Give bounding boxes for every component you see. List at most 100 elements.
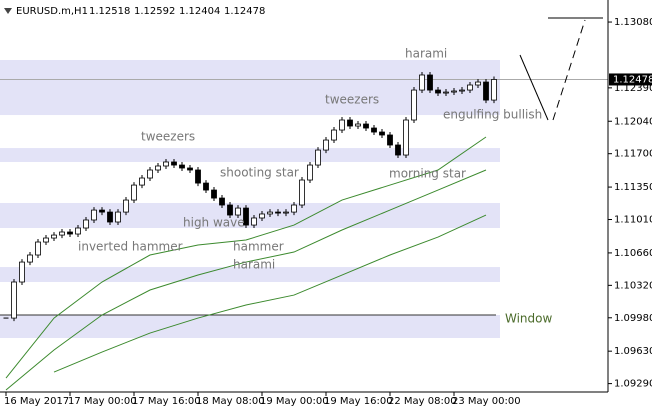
candle bbox=[107, 211, 113, 223]
candle bbox=[307, 164, 313, 181]
y-tick-label: 1.09980 bbox=[614, 313, 652, 324]
candle bbox=[363, 123, 369, 129]
annotation: harami bbox=[405, 47, 447, 61]
annotation: morning star bbox=[389, 167, 466, 181]
symbol: EURUSD.m,H1 bbox=[16, 6, 88, 17]
price-tag-label: 1.12478 bbox=[613, 74, 652, 85]
candle bbox=[147, 169, 153, 179]
candle bbox=[235, 207, 241, 216]
annotation: high wave bbox=[183, 216, 245, 230]
candle bbox=[219, 197, 225, 206]
candle bbox=[371, 127, 377, 133]
candle bbox=[115, 211, 121, 223]
x-tick-label: 16 May 2017 bbox=[4, 396, 69, 407]
price-tag bbox=[609, 73, 652, 86]
annotation: shooting star bbox=[220, 166, 299, 180]
annotation: tweezers bbox=[141, 130, 195, 144]
candle bbox=[443, 91, 449, 94]
candle bbox=[19, 261, 25, 283]
candle bbox=[387, 134, 393, 146]
candle bbox=[187, 167, 193, 171]
x-tick-label: 23 May 00:00 bbox=[452, 396, 521, 407]
ohlc-open: 1.12518 bbox=[89, 6, 130, 17]
candle bbox=[291, 204, 297, 213]
annotation: Window bbox=[505, 312, 553, 326]
candle bbox=[83, 219, 89, 229]
x-tick-label: 18 May 08:00 bbox=[196, 396, 265, 407]
y-tick-label: 1.12390 bbox=[614, 83, 652, 94]
candle bbox=[211, 189, 217, 199]
candle bbox=[131, 184, 137, 201]
candle bbox=[195, 169, 201, 184]
candle bbox=[203, 182, 209, 191]
annotation: engulfing bullish bbox=[443, 108, 542, 122]
annotation: tweezers bbox=[325, 93, 379, 107]
annotation: harami bbox=[233, 258, 275, 272]
candle bbox=[483, 81, 489, 101]
y-tick-label: 1.11700 bbox=[614, 149, 652, 160]
candle bbox=[67, 231, 73, 235]
candle bbox=[299, 179, 305, 206]
x-tick-label: 19 May 00:00 bbox=[260, 396, 329, 407]
candle bbox=[11, 281, 17, 319]
y-tick-label: 1.10660 bbox=[614, 248, 652, 259]
moving-average bbox=[53, 214, 487, 373]
candle bbox=[75, 227, 81, 235]
candle bbox=[259, 213, 265, 219]
candle bbox=[27, 254, 33, 263]
candle bbox=[227, 204, 233, 216]
candle bbox=[451, 90, 457, 93]
y-tick-label: 1.12040 bbox=[614, 116, 652, 127]
candle bbox=[315, 149, 321, 166]
candle bbox=[267, 211, 273, 215]
ohlc-low: 1.12404 bbox=[179, 6, 220, 17]
candle bbox=[123, 199, 129, 213]
candle bbox=[323, 139, 329, 151]
candle bbox=[427, 74, 433, 91]
candle bbox=[139, 177, 145, 186]
menu-icon bbox=[4, 8, 12, 14]
x-tick-label: 19 May 16:00 bbox=[324, 396, 393, 407]
candle bbox=[243, 207, 249, 226]
candle bbox=[171, 161, 177, 166]
annotation: inverted hammer bbox=[78, 240, 183, 254]
candle bbox=[467, 84, 473, 91]
y-tick-label: 1.09290 bbox=[614, 379, 652, 390]
projection-line bbox=[552, 19, 586, 121]
ohlc-high: 1.12592 bbox=[134, 6, 175, 17]
candle bbox=[379, 131, 385, 136]
candle bbox=[283, 211, 289, 214]
x-tick-label: 22 May 08:00 bbox=[388, 396, 457, 407]
candle bbox=[43, 237, 49, 243]
annotation: hammer bbox=[233, 240, 284, 254]
candle bbox=[435, 89, 441, 94]
candle bbox=[91, 209, 97, 221]
projection-line bbox=[519, 54, 549, 121]
candle bbox=[355, 123, 361, 127]
y-tick-label: 1.11350 bbox=[614, 182, 652, 193]
candle bbox=[331, 129, 337, 141]
moving-average bbox=[5, 169, 487, 391]
candle bbox=[419, 74, 425, 91]
candle bbox=[403, 119, 409, 156]
y-tick-label: 1.13080 bbox=[614, 17, 652, 28]
candle bbox=[251, 217, 257, 226]
candle bbox=[275, 211, 281, 214]
candle bbox=[411, 89, 417, 121]
candle bbox=[59, 231, 65, 236]
candle bbox=[475, 81, 481, 86]
x-tick-label: 17 May 16:00 bbox=[132, 396, 201, 407]
candle bbox=[51, 234, 57, 239]
candle bbox=[163, 161, 169, 167]
moving-average bbox=[5, 136, 487, 379]
candle bbox=[347, 119, 353, 127]
y-tick-label: 1.11010 bbox=[614, 215, 652, 226]
y-tick-label: 1.10320 bbox=[614, 280, 652, 291]
ohlc-close: 1.12478 bbox=[224, 6, 265, 17]
zone bbox=[0, 148, 500, 162]
candle bbox=[35, 241, 41, 256]
zone bbox=[0, 267, 500, 283]
y-tick-label: 1.09630 bbox=[614, 346, 652, 357]
zone bbox=[0, 60, 500, 116]
